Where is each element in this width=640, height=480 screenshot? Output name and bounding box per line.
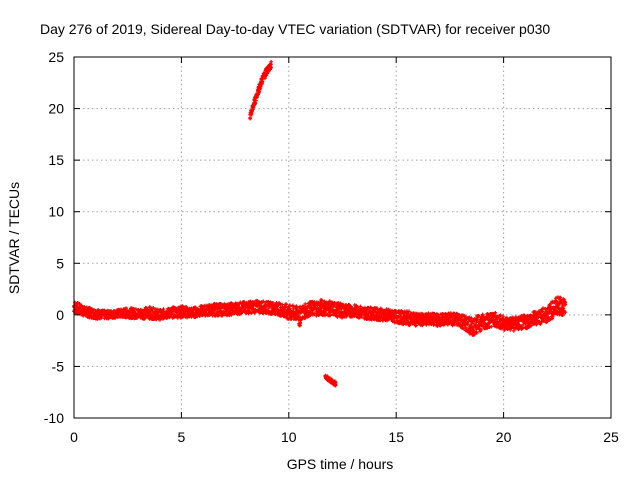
data-point bbox=[269, 65, 273, 70]
data-point bbox=[344, 315, 348, 319]
x-tick-label: 0 bbox=[70, 429, 78, 445]
data-point bbox=[258, 84, 263, 88]
data-point bbox=[218, 306, 223, 311]
data-point bbox=[526, 317, 531, 321]
data-point bbox=[561, 312, 565, 316]
data-point bbox=[543, 307, 548, 311]
data-point bbox=[312, 312, 317, 316]
data-points bbox=[72, 60, 568, 388]
data-point bbox=[498, 313, 503, 317]
data-point bbox=[426, 311, 431, 315]
x-tick-label: 25 bbox=[603, 429, 619, 445]
data-point bbox=[538, 322, 543, 326]
data-point bbox=[518, 324, 523, 328]
data-point bbox=[132, 309, 137, 314]
data-point bbox=[485, 326, 490, 331]
y-tick-labels: -10 -5 0 5 10 15 20 25 bbox=[44, 49, 64, 426]
y-tick-label: 20 bbox=[48, 101, 64, 117]
data-point bbox=[452, 322, 457, 326]
y-tick-label: 25 bbox=[48, 49, 64, 65]
x-tick-label: 20 bbox=[496, 429, 512, 445]
data-point bbox=[360, 315, 364, 319]
data-point bbox=[93, 309, 98, 313]
data-point bbox=[151, 306, 156, 310]
data-point bbox=[99, 316, 104, 320]
data-point bbox=[437, 317, 442, 321]
series-isolated-points bbox=[270, 308, 303, 328]
data-point bbox=[468, 328, 473, 333]
data-point bbox=[474, 320, 479, 325]
data-point bbox=[369, 306, 373, 310]
data-point bbox=[475, 331, 479, 335]
data-point bbox=[558, 295, 563, 300]
data-point bbox=[333, 383, 338, 388]
data-point bbox=[303, 304, 307, 309]
data-point bbox=[284, 302, 289, 307]
data-point bbox=[271, 308, 275, 312]
data-point bbox=[489, 324, 494, 329]
data-point bbox=[272, 310, 277, 314]
data-point bbox=[476, 313, 481, 318]
data-point bbox=[255, 299, 260, 303]
grid bbox=[74, 57, 611, 418]
plot-frame bbox=[73, 56, 612, 419]
data-point bbox=[259, 304, 263, 308]
data-point bbox=[512, 329, 516, 333]
data-point bbox=[333, 303, 337, 308]
data-point bbox=[269, 62, 273, 66]
series-upper-arc bbox=[248, 60, 273, 121]
data-point bbox=[314, 305, 318, 310]
data-point bbox=[161, 307, 166, 311]
data-point bbox=[248, 116, 252, 121]
x-tick-label: 15 bbox=[388, 429, 404, 445]
data-point bbox=[260, 79, 265, 84]
data-point bbox=[177, 307, 182, 311]
data-point bbox=[563, 302, 568, 307]
data-point bbox=[263, 307, 268, 312]
data-point bbox=[134, 307, 138, 311]
y-tick-label: -5 bbox=[52, 358, 65, 374]
chart-title: Day 276 of 2019, Sidereal Day-to-day VTE… bbox=[40, 21, 550, 37]
data-point bbox=[322, 299, 327, 304]
data-point bbox=[550, 315, 555, 319]
y-tick-label: 15 bbox=[48, 152, 64, 168]
x-axis-title: GPS time / hours bbox=[287, 456, 394, 472]
y-tick-label: 5 bbox=[56, 255, 64, 271]
data-point bbox=[242, 300, 247, 305]
x-tick-label: 10 bbox=[281, 429, 297, 445]
data-point bbox=[297, 321, 302, 326]
data-point bbox=[465, 322, 470, 327]
data-point bbox=[158, 318, 162, 322]
data-point bbox=[264, 304, 269, 309]
data-point bbox=[261, 299, 266, 304]
data-point bbox=[328, 313, 333, 318]
data-point bbox=[546, 312, 550, 316]
data-point bbox=[497, 320, 502, 324]
data-point bbox=[249, 112, 254, 117]
series-main-band bbox=[72, 295, 568, 337]
data-point bbox=[286, 309, 291, 314]
data-point bbox=[469, 316, 474, 320]
y-axis-title: SDTVAR / TECUs bbox=[6, 182, 22, 294]
data-point bbox=[407, 309, 411, 314]
y-tick-label: 0 bbox=[56, 307, 64, 323]
x-tick-label: 5 bbox=[178, 429, 186, 445]
series-lower-segment bbox=[323, 373, 338, 388]
data-point bbox=[414, 323, 418, 328]
x-tick-labels: 0 5 10 15 20 25 bbox=[70, 429, 619, 445]
data-point bbox=[288, 303, 292, 307]
y-tick-label: 10 bbox=[48, 204, 64, 220]
data-point bbox=[496, 315, 500, 320]
data-point bbox=[534, 310, 538, 315]
data-point bbox=[267, 306, 271, 310]
data-point bbox=[254, 98, 258, 103]
y-tick-label: -10 bbox=[44, 410, 64, 426]
data-point bbox=[521, 323, 525, 327]
data-point bbox=[529, 323, 534, 328]
data-point bbox=[563, 310, 568, 314]
data-point bbox=[479, 328, 483, 332]
axis-ticks bbox=[73, 56, 612, 419]
data-point bbox=[348, 309, 353, 313]
